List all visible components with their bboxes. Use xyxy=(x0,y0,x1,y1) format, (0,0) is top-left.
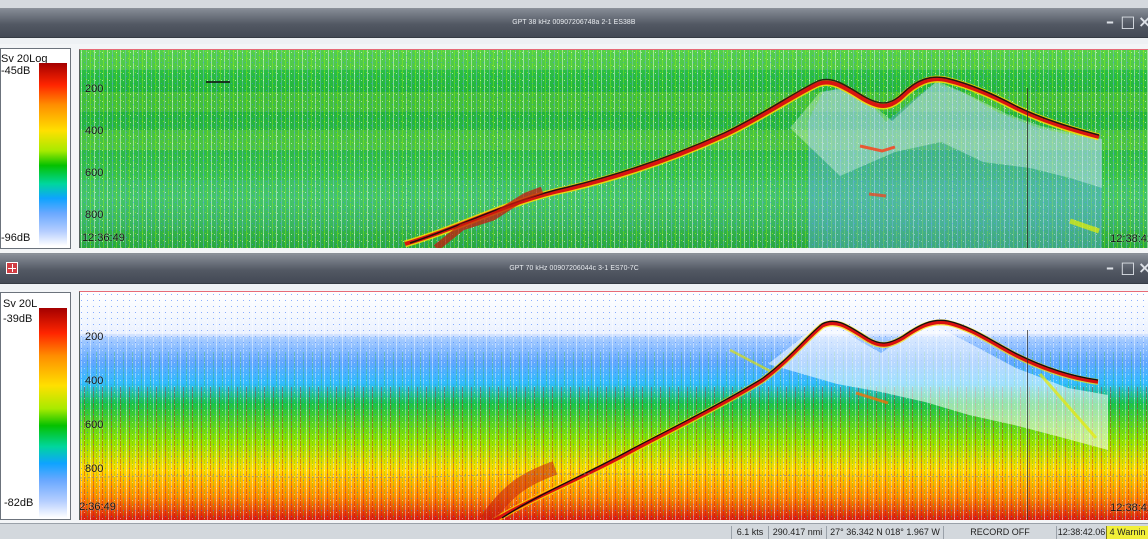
sv-color-scale: Sv 20Log -45dB -96dB xyxy=(0,48,71,249)
window-title: GPT 70 kHz 00907206044c 3-1 ES70-7C xyxy=(509,265,639,272)
sv-scale-max: -39dB xyxy=(3,313,33,325)
echogram-image xyxy=(80,292,1148,520)
status-distance: 290.417 nmi xyxy=(768,526,826,539)
depth-label: 200 xyxy=(85,83,104,95)
depth-label: 600 xyxy=(85,167,104,179)
depth-label: 400 xyxy=(85,375,104,387)
window-system-icon[interactable] xyxy=(6,262,18,274)
depth-label: 400 xyxy=(85,125,104,137)
maximize-icon[interactable]: □ xyxy=(1120,12,1136,31)
window-titlebar[interactable]: GPT 70 kHz 00907206044c 3-1 ES70-7C – □ … xyxy=(0,255,1148,284)
minimize-icon[interactable]: – xyxy=(1105,12,1115,31)
echogram-window-38khz[interactable]: GPT 38 kHz 00907206748a 2-1 ES38B – □ × … xyxy=(0,8,1148,254)
echogram-window-70khz[interactable]: GPT 70 kHz 00907206044c 3-1 ES70-7C – □ … xyxy=(0,254,1148,524)
sv-scale-max: -45dB xyxy=(1,65,31,77)
depth-label: 600 xyxy=(85,419,104,431)
status-position: 27° 36.342 N 018° 1.967 W xyxy=(826,526,943,539)
horizontal-ruler xyxy=(0,284,1148,290)
sv-scale-min: -82dB xyxy=(4,497,34,509)
sv-scale-label: Sv 20L xyxy=(3,298,38,310)
echogram-display[interactable]: 200 400 600 800 12:36:49 12:38:42 xyxy=(79,49,1148,248)
horizontal-ruler xyxy=(0,38,1148,44)
close-icon[interactable]: × xyxy=(1138,14,1148,32)
depth-label: 800 xyxy=(85,209,104,221)
warning-status[interactable]: 4 Warnin xyxy=(1106,526,1148,539)
status-time: 12:38:42.06 xyxy=(1056,526,1106,539)
maximize-icon[interactable]: □ xyxy=(1120,258,1136,277)
window-controls: – □ × xyxy=(1102,260,1148,278)
minimize-icon[interactable]: – xyxy=(1105,258,1115,277)
echogram-image xyxy=(80,50,1148,248)
close-icon[interactable]: × xyxy=(1138,260,1148,278)
status-bar: 6.1 kts 290.417 nmi 27° 36.342 N 018° 1.… xyxy=(0,523,1148,539)
sv-colorbar xyxy=(39,308,67,518)
sv-color-scale: Sv 20L -39dB -82dB xyxy=(0,292,71,520)
echogram-start-time: 12:36:49 xyxy=(82,232,125,244)
echogram-end-time: 12:38:42 xyxy=(1110,233,1148,245)
echogram-start-time: 12:36:49 xyxy=(79,501,116,513)
window-title: GPT 38 kHz 00907206748a 2-1 ES38B xyxy=(512,19,636,26)
sv-scale-min: -96dB xyxy=(1,232,31,244)
status-record[interactable]: RECORD OFF xyxy=(943,526,1056,539)
echogram-display[interactable]: 200 400 600 800 12:36:49 12:38:42 xyxy=(79,291,1148,520)
window-titlebar[interactable]: GPT 38 kHz 00907206748a 2-1 ES38B – □ × xyxy=(0,9,1148,38)
depth-label: 200 xyxy=(85,331,104,343)
window-controls: – □ × xyxy=(1102,14,1148,32)
depth-label: 800 xyxy=(85,463,104,475)
status-speed: 6.1 kts xyxy=(731,526,768,539)
sv-scale-label: Sv 20Log xyxy=(1,53,48,65)
echogram-end-time: 12:38:42 xyxy=(1110,502,1148,514)
sv-colorbar xyxy=(39,63,67,246)
